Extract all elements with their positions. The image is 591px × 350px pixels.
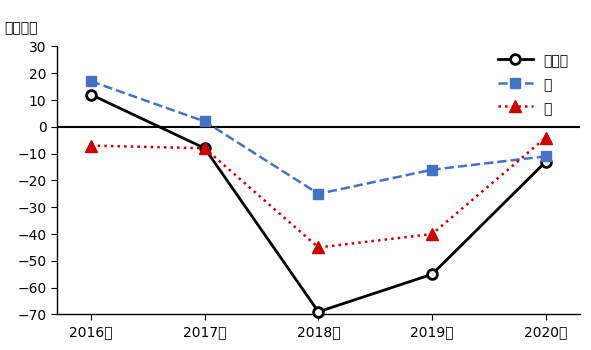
Text: （千人）: （千人）	[5, 22, 38, 36]
Legend: 男女計, 男, 女: 男女計, 男, 女	[493, 48, 573, 121]
